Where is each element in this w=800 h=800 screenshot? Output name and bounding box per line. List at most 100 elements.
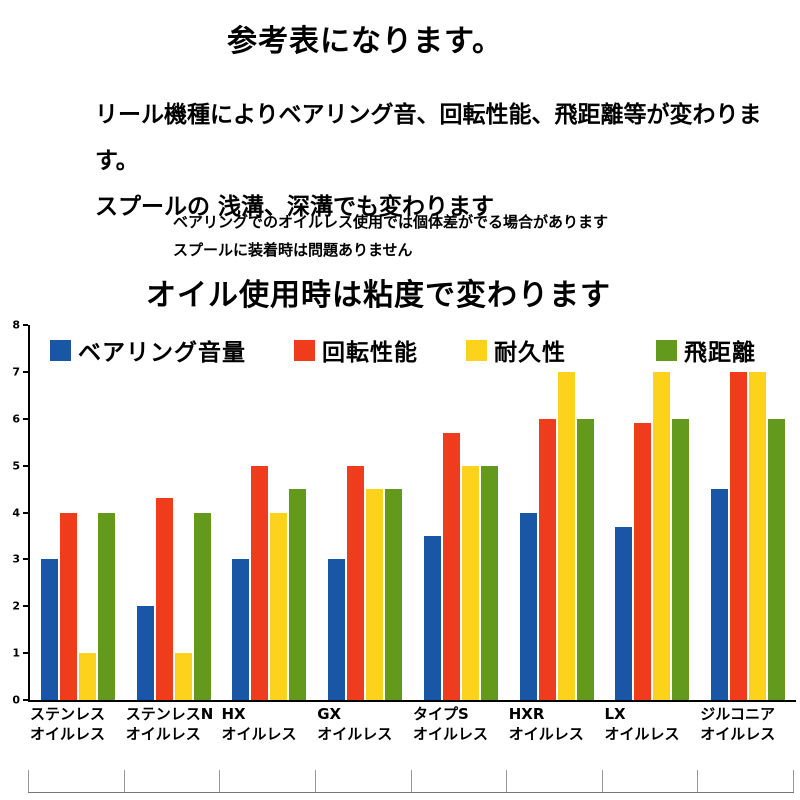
bar — [193, 512, 211, 700]
bar — [328, 559, 346, 700]
bar — [78, 653, 96, 700]
y-tick-mark — [23, 652, 28, 655]
bar-group — [509, 325, 605, 700]
bottom-cell — [601, 770, 698, 792]
y-tick-label: 5 — [12, 459, 20, 473]
bottom-cell — [697, 770, 794, 792]
y-tick-label: 3 — [12, 552, 20, 566]
bar — [576, 418, 594, 700]
x-axis-label: HX オイルレス — [221, 705, 297, 743]
bar — [634, 423, 652, 700]
bar-group — [605, 325, 701, 700]
y-tick-mark — [23, 558, 28, 561]
legend-label: 回転性能 — [322, 340, 418, 366]
bar — [59, 512, 77, 700]
small-note-line1: ベアリングでのオイルレス使用では個体差がでる場合があります — [173, 213, 609, 231]
bar — [653, 371, 671, 700]
bar-groups — [30, 325, 796, 700]
bar — [423, 535, 441, 700]
bar — [749, 371, 767, 700]
legend-item: 回転性能 — [294, 333, 418, 367]
bar — [270, 512, 288, 700]
bar — [347, 465, 365, 700]
bar-group — [30, 325, 126, 700]
bar — [711, 489, 729, 700]
bar — [672, 418, 690, 700]
x-axis-label: HXR オイルレス — [508, 705, 584, 743]
bar — [155, 498, 173, 700]
legend-label: ベアリング音量 — [78, 340, 246, 366]
y-tick-label: 6 — [12, 412, 20, 426]
page-title: 参考表になります。 — [227, 24, 503, 59]
bar — [615, 526, 633, 700]
legend-swatch — [294, 339, 315, 361]
main-note: リール機種によりベアリング音、回転性能、飛距離等が変わります。 スプールの 浅溝… — [95, 92, 800, 230]
bar — [97, 512, 115, 700]
bar — [232, 559, 250, 700]
bottom-cell-row — [28, 770, 794, 793]
y-tick-mark — [23, 699, 28, 701]
y-tick-label: 2 — [12, 599, 20, 613]
y-tick-mark — [23, 370, 28, 373]
y-tick-label: 4 — [12, 506, 20, 519]
y-axis: 0 1 2 3 4 5 6 7 8 — [0, 319, 28, 707]
legend-item: ベアリング音量 — [50, 333, 246, 367]
legend-swatch — [50, 339, 71, 361]
x-axis-label: ステンレスN オイルレス — [125, 705, 214, 743]
y-tick-label: 1 — [12, 646, 20, 660]
bar — [366, 489, 384, 700]
bar — [442, 432, 460, 700]
y-tick-mark — [23, 605, 28, 608]
y-tick-mark — [23, 324, 28, 326]
chart-legend: ベアリング音量 回転性能 耐久性 飛距離 — [50, 333, 756, 367]
legend-item: 耐久性 — [466, 333, 566, 367]
legend-item: 飛距離 — [656, 333, 756, 367]
legend-label: 飛距離 — [684, 340, 756, 366]
bar-group — [700, 325, 796, 700]
bottom-cell — [506, 770, 602, 792]
legend-swatch — [466, 339, 487, 361]
bar-group — [317, 325, 413, 700]
bar — [461, 465, 479, 700]
bottom-cell — [314, 770, 411, 792]
main-note-line2: スプールの 浅溝、深溝でも変わります — [95, 194, 495, 220]
bar — [385, 489, 403, 700]
small-note: ベアリングでのオイルレス使用では個体差がでる場合があります スプールに装着時は問… — [173, 208, 608, 264]
chart-heading: オイル使用時は粘度で変わります — [146, 278, 611, 313]
x-axis-label: タイプS オイルレス — [413, 705, 489, 743]
bar — [538, 418, 556, 700]
bottom-cell — [123, 770, 220, 792]
x-axis-label: ジルコニア オイルレス — [700, 705, 776, 743]
y-tick-label: 0 — [12, 693, 20, 707]
bar-group — [222, 325, 318, 700]
y-tick-label: 8 — [12, 318, 20, 332]
y-tick-label: 7 — [12, 365, 20, 379]
main-note-line1: リール機種によりベアリング音、回転性能、飛距離等が変わります。 — [95, 102, 762, 174]
x-axis-label: ステンレス オイルレス — [30, 705, 106, 743]
y-tick-mark — [23, 511, 28, 514]
bar-chart: 0 1 2 3 4 5 6 7 8 ベアリング音量 回転性能 耐久性 飛距離 ステンレス オイルレスス… — [0, 319, 800, 800]
bar-group — [413, 325, 509, 700]
bar — [519, 512, 537, 700]
bottom-cell — [28, 770, 124, 792]
bottom-cell — [410, 770, 507, 792]
bar — [768, 418, 786, 700]
bar — [136, 606, 154, 700]
bar — [174, 653, 192, 700]
legend-swatch — [656, 339, 677, 361]
bar-group — [126, 325, 222, 700]
y-tick-mark — [23, 417, 28, 420]
x-axis-label: GX オイルレス — [317, 705, 393, 743]
small-note-line2: スプールに装着時は問題ありません — [173, 241, 413, 259]
y-tick-mark — [23, 464, 28, 467]
bar — [289, 489, 307, 700]
bar — [730, 371, 748, 700]
bar — [480, 465, 498, 700]
x-axis-labels: ステンレス オイルレス ステンレスN オイルレス HX オイルレス GX オイルレスタ… — [28, 704, 794, 744]
bar — [251, 465, 269, 700]
bottom-cell — [219, 770, 315, 792]
bar — [557, 371, 575, 700]
x-axis-label: LX オイルレス — [604, 705, 680, 743]
plot-area: ベアリング音量 回転性能 耐久性 飛距離 — [28, 325, 796, 702]
